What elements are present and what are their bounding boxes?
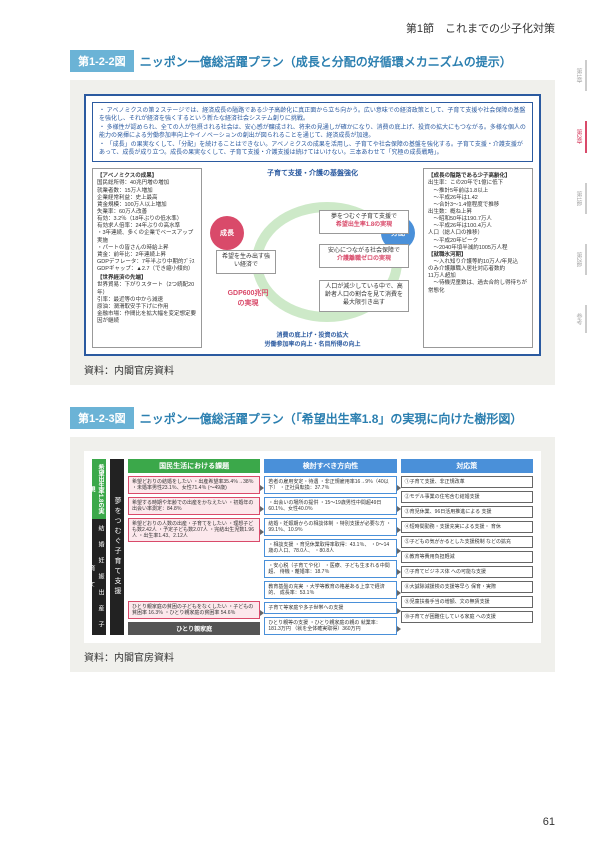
bottom-band: ひとり親家庭 (128, 622, 260, 635)
figure-2-tag: 第1-2-3図 (70, 407, 134, 429)
section-header: 第1節 これまでの少子化対策 (70, 20, 555, 36)
fig1-bullets: ・ アベノミクスの第２ステージでは、経済成長の隘路である少子高齢化に真正面から立… (92, 102, 533, 162)
side-tab-1: 第1章 (572, 60, 587, 91)
cb-right-a: 夢をつむぐ子育て支援で 希望出生率1.8の実現 (319, 210, 409, 234)
tree-box: ⑧大誠除減援検の支援等早ら 保育・実際 (401, 581, 533, 593)
tree-box: ③育児休業、96日活用推進による 支援 (401, 506, 533, 518)
tree-box: ①子育て支援、非正規改革 (401, 476, 533, 488)
fig1-left-box: 【アベノミクスの成果】 国民総所得：40兆円増の増加 就業者数：15万人増加 企… (92, 168, 202, 348)
center-top-label: 子育て支援・介護の基盤強化 (267, 168, 358, 178)
tree-box: ⑩子育てが困難住している家庭 への支援 (401, 611, 533, 623)
cb-left: 希望を生み出す強い経済で (216, 250, 276, 274)
leftband-mid: 結 婚 妊 娠 出 産 子 育 て (92, 519, 106, 635)
fig1-right-box: 【成長の隘路である少子高齢化】 出生率：この20年で1億に低下 ～推計5年前は1… (423, 168, 533, 348)
figure-2: 第1-2-3図 ニッポン一億総活躍プラン（「希望出生率1.8」の実現に向けた樹形… (70, 407, 555, 672)
tree-box: ひとり親家庭の貧困の子どもをなくしたい ・子どもの貧困率 16.3％ ・ひとり親… (128, 601, 260, 619)
fig2-tree: 国民生活における課題 希望どおりの結婚をしたい ・出産希望率35.4％→38％ … (128, 459, 533, 635)
figure-2-title: ニッポン一億総活躍プラン（「希望出生率1.8」の実現に向けた樹形図） (140, 410, 523, 427)
tree-box: 希望する時期や年齢での出産をかなえたい ・初婚年の出会い率測定：84.8％ (128, 497, 260, 515)
tree-box: ・相談支援 ・育児休業取得率取得：43.1％、 ・0～14歳の人口、78.0人、… (264, 539, 396, 557)
bottom-l: 消費の底上げ・投資の拡大 (276, 330, 348, 339)
cb-right-c: 人口が減少している中で、高齢者人口の割合を見て消費を最大限引き出す (319, 280, 409, 311)
tree-box: ⑨児童扶養手当の増額、文の無賃支援 (401, 596, 533, 608)
tree-box: ・出会いの場所の提供 ・15～19歳男性中間超49日 60.1％、女性40.0％ (264, 497, 396, 515)
tree-box: 結婚・妊娠期からの相談体制 ・特別支援が必要な方 ・99.1％、10.9％ (264, 518, 396, 536)
tree-box: 若者の雇用安定・待遇 ・非正規雇用率16→9％（40以下） ・正社員転換：37.… (264, 476, 396, 494)
figure-1: 第1-2-2図 ニッポン一億総活躍プラン（成長と分配の好循環メカニズムの提示） … (70, 50, 555, 385)
tree-col-b: 検討すべき方向性 若者の雇用安定・待遇 ・非正規雇用率16→9％（40以下） ・… (264, 459, 396, 635)
fig2-vert-label: 夢をつむぐ子育て支援 (110, 459, 124, 635)
figure-2-source: 資料：内閣官房資料 (84, 649, 541, 664)
bottom-c: 労働参加率の向上・名目所得の向上 (264, 339, 360, 348)
tree-col-c: 対応策 ①子育て支援、非正規改革 ②モデル事業の住宅含む結婚支援 ③育児休業、9… (401, 459, 533, 635)
tree-box: 教育基盤の充実 ・大学等教育の格差ある上享で経済的、 成長率：53.1％ (264, 581, 396, 599)
tree-box: ひとり親等の支援 ・ひとり親家庭の親の 就業率：181.3万円 （就を全体確実取… (264, 617, 396, 635)
tree-box: 希望どおりの人数の出産・子育てをしたい ・理想子ども数2.42人 ・予定子ども数… (128, 518, 260, 542)
side-tab-4: 第2節 (572, 244, 587, 275)
side-tab-2: 第2章 (572, 121, 587, 152)
fig2-leftband: 希望出生率1.8の実現 結 婚 妊 娠 出 産 子 育 て (92, 459, 106, 635)
leftband-top: 希望出生率1.8の実現 (92, 459, 106, 519)
fig1-center: 子育て支援・介護の基盤強化 成長 分配 希望を生み出す強い経済で GDP600兆… (206, 168, 419, 348)
figure-1-title: ニッポン一億総活躍プラン（成長と分配の好循環メカニズムの提示） (140, 53, 512, 70)
tree-box: 希望どおりの結婚をしたい ・出産希望率35.4％→38％ ・未婚率男性23.1％… (128, 476, 260, 494)
tree-box: ・安心税（子育てや化） ・医療、子ども生まれる中間超、 待機・離婚率：18.7％ (264, 560, 396, 578)
side-tab-3: 第1節 (572, 183, 587, 214)
col-head-b: 検討すべき方向性 (264, 459, 396, 473)
side-tabs: 第1章 第2章 第1節 第2節 参考 (572, 60, 587, 333)
tree-box: ⑥教育等費用負担軽減 (401, 551, 533, 563)
cb-right-b: 安心につながる社会保障で 介護離職ゼロの実現 (319, 244, 409, 268)
tree-box: ②モデル事業の住宅含む結婚支援 (401, 491, 533, 503)
growth-circle: 成長 (210, 216, 244, 250)
tree-box: ⑦子育てビジネス体 への可能な支援 (401, 566, 533, 578)
figure-1-tag: 第1-2-2図 (70, 50, 134, 72)
tree-box: ④短時間勤務・支援充実による支援・ 育休 (401, 521, 533, 533)
page-number: 61 (543, 816, 555, 828)
col-head-c: 対応策 (401, 459, 533, 473)
col-head-a: 国民生活における課題 (128, 459, 260, 473)
figure-1-source: 資料：内閣官房資料 (84, 362, 541, 377)
tree-box: ⑤子どもの気がかるとした支援税制 などの拡充 (401, 536, 533, 548)
side-tab-5: 参考 (572, 305, 587, 333)
tree-box: 子育て等家庭や多子世帯への支援 (264, 602, 396, 614)
gdp-label: GDP600兆円 の実現 (218, 288, 278, 308)
tree-col-a: 国民生活における課題 希望どおりの結婚をしたい ・出産希望率35.4％→38％ … (128, 459, 260, 635)
